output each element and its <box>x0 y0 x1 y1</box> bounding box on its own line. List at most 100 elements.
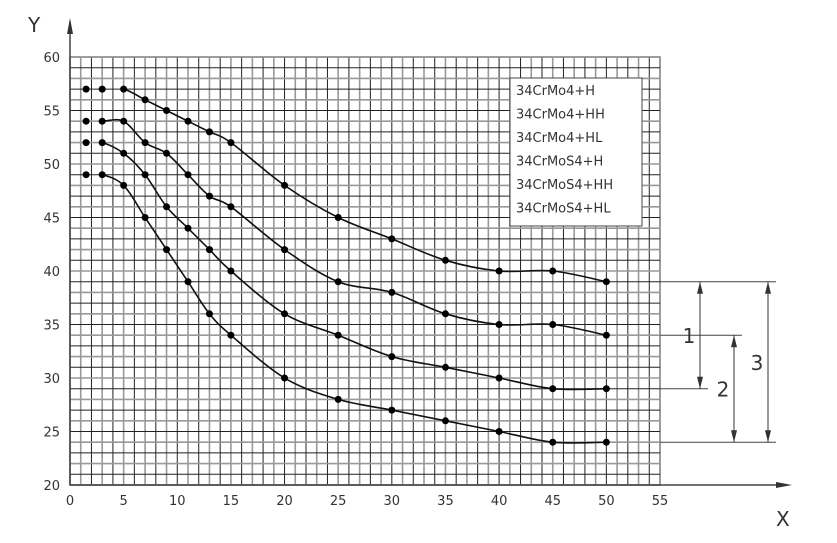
dimension-label: 2 <box>717 378 730 402</box>
data-point <box>549 438 557 446</box>
data-point <box>82 117 90 125</box>
legend-item: 34CrMo4+HL <box>516 131 603 146</box>
data-point <box>141 171 149 179</box>
arrow-head-icon <box>697 281 703 294</box>
series-line <box>101 173 607 444</box>
x-axis-arrow-icon <box>776 482 792 488</box>
axes: 0 5 10 15 20 25 30 35 40 45 50 55 20 25 30 35 40 45 50 55 60 <box>43 18 792 509</box>
data-point <box>98 139 106 147</box>
data-point <box>388 353 396 361</box>
data-point <box>184 171 192 179</box>
y-tick-label: 45 <box>43 212 60 227</box>
x-tick-label: 30 <box>384 494 401 509</box>
data-point <box>602 385 610 393</box>
data-point <box>495 321 503 328</box>
data-point <box>184 117 192 125</box>
y-tick-label: 50 <box>43 158 60 173</box>
x-tick-label: 55 <box>652 494 669 509</box>
data-point <box>163 246 171 254</box>
x-tick-label: 50 <box>598 494 615 509</box>
data-point <box>495 374 503 382</box>
data-point <box>163 149 171 157</box>
x-axis-label: X <box>776 507 790 531</box>
x-tick-label: 35 <box>437 494 454 509</box>
legend-box <box>509 77 643 227</box>
data-point <box>141 139 149 147</box>
arrow-head-icon <box>731 335 737 348</box>
data-point <box>141 214 149 221</box>
data-point <box>205 246 213 254</box>
data-point <box>495 428 503 435</box>
data-point <box>82 139 90 147</box>
data-point <box>98 117 106 125</box>
data-point <box>495 267 503 275</box>
x-tick-label: 45 <box>544 494 561 509</box>
data-point <box>602 278 610 286</box>
data-point <box>227 139 235 147</box>
data-point <box>602 438 610 446</box>
data-point <box>388 288 396 296</box>
x-tick-label: 10 <box>169 494 186 509</box>
legend-item: 34CrMoS4+HL <box>516 202 611 217</box>
arrow-head-icon <box>697 376 703 389</box>
arrow-head-icon <box>731 430 737 443</box>
y-axis-arrow-icon <box>67 18 73 34</box>
data-point <box>205 192 213 200</box>
arrow-head-icon <box>765 430 771 443</box>
data-point <box>549 267 557 275</box>
data-point <box>98 85 106 93</box>
y-tick-label: 30 <box>43 372 60 387</box>
legend-item: 34CrMo4+HH <box>516 108 605 123</box>
y-tick-label: 20 <box>43 479 60 494</box>
data-point <box>120 117 128 125</box>
legend-item: 34CrMo4+H <box>516 84 595 99</box>
data-point <box>281 310 289 318</box>
data-point <box>163 107 171 114</box>
y-tick-label: 40 <box>43 265 60 280</box>
x-tick-label: 20 <box>276 494 293 509</box>
data-point <box>120 181 128 189</box>
data-point <box>227 203 235 211</box>
legend-item: 34CrMoS4+HH <box>516 178 613 193</box>
data-point <box>388 406 396 414</box>
data-point <box>602 331 610 339</box>
legend-item: 34CrMoS4+H <box>516 155 603 170</box>
data-point <box>227 331 235 339</box>
arrow-head-icon <box>765 281 771 294</box>
data-point <box>281 246 289 254</box>
dimension-annotations: 1 23 <box>660 281 776 443</box>
data-point <box>388 235 396 243</box>
data-point <box>184 224 192 232</box>
data-point <box>281 374 289 382</box>
dimension-label: 3 <box>751 351 764 375</box>
y-tick-label: 35 <box>43 319 60 334</box>
data-point <box>205 310 213 318</box>
data-point <box>334 278 342 286</box>
data-point <box>549 385 557 393</box>
data-point <box>334 214 342 221</box>
data-point <box>441 310 449 318</box>
data-point <box>163 203 171 211</box>
data-point <box>441 417 449 425</box>
x-tick-label: 15 <box>223 494 240 509</box>
y-tick-label: 25 <box>43 426 60 441</box>
data-point <box>549 321 557 328</box>
series-line <box>101 141 607 391</box>
y-tick-label: 55 <box>43 105 60 120</box>
data-point <box>98 171 106 179</box>
legend: 34CrMo4+H 34CrMo4+HH 34CrMo4+HL 34CrMoS4+H 3… <box>509 77 643 227</box>
data-point <box>205 128 213 136</box>
data-point <box>227 267 235 275</box>
y-tick-label: 60 <box>43 51 60 66</box>
dimension-label: 1 <box>683 324 696 348</box>
x-tick-label: 25 <box>330 494 347 509</box>
data-point <box>441 256 449 264</box>
curves <box>82 85 610 446</box>
data-point <box>334 395 342 403</box>
x-tick-label: 40 <box>491 494 508 509</box>
data-point <box>141 96 149 104</box>
data-point <box>281 181 289 189</box>
data-point <box>82 85 90 93</box>
data-point <box>120 85 128 93</box>
